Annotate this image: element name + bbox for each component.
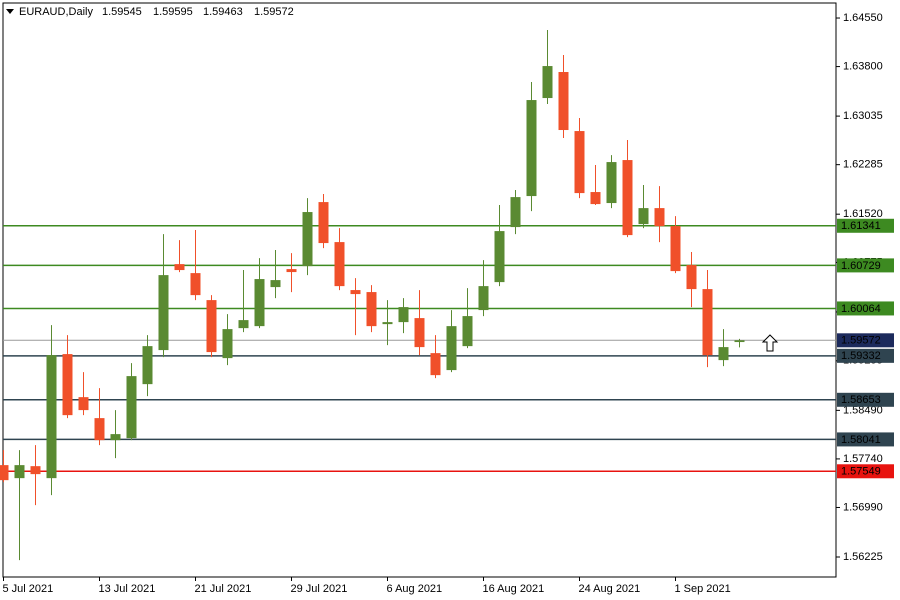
y-tick-label: 1.58490 <box>843 404 883 416</box>
x-tick-label: 16 Aug 2021 <box>483 583 545 595</box>
candle-body <box>702 289 713 356</box>
candle-body <box>14 465 25 479</box>
high-value: 1.59595 <box>153 6 193 18</box>
price-label-box <box>837 392 894 407</box>
candle-body <box>206 300 217 353</box>
candle-body <box>366 292 377 327</box>
y-tick-label: 1.56990 <box>843 501 883 513</box>
candle-body <box>126 376 137 439</box>
candle-body <box>30 466 41 475</box>
x-tick-label: 24 Aug 2021 <box>579 583 641 595</box>
candle-body <box>254 279 265 327</box>
level-labels: 1.61341 1.60729 1.60064 1.59332 1.58653 1.580… <box>837 218 894 479</box>
price-label-box <box>837 348 894 363</box>
candle-body <box>190 273 201 296</box>
price-label: 1.59332 <box>841 350 881 362</box>
candle-body <box>574 131 585 194</box>
candle-body <box>78 397 89 411</box>
candle-body <box>734 340 745 343</box>
candle-body <box>158 275 169 351</box>
x-tick-label: 1 Sep 2021 <box>675 583 731 595</box>
x-tick-label: 13 Jul 2021 <box>99 583 156 595</box>
price-label: 1.59572 <box>841 335 881 347</box>
candle-body <box>414 318 425 348</box>
y-tick-label: 1.61520 <box>843 208 883 220</box>
price-label: 1.58653 <box>841 394 881 406</box>
candle-body <box>142 346 153 385</box>
candle-body <box>398 307 409 323</box>
price-label-box <box>837 464 894 479</box>
candle-body <box>590 192 601 205</box>
candle-body <box>334 242 345 287</box>
candle-body <box>46 355 57 479</box>
y-tick-label: 1.57740 <box>843 453 883 465</box>
candle-body <box>542 66 553 99</box>
price-label-box <box>837 218 894 233</box>
candle-body <box>622 160 633 236</box>
candle-body <box>238 320 249 329</box>
candle-body <box>526 100 537 197</box>
candle-body <box>286 269 297 273</box>
y-tick-label: 1.62285 <box>843 159 883 171</box>
arrow-icon <box>761 334 779 352</box>
y-tick-label: 1.63035 <box>843 110 883 122</box>
x-tick-label: 6 Aug 2021 <box>387 583 443 595</box>
candle-body <box>558 72 569 131</box>
candle-body <box>302 212 313 267</box>
candle-body <box>670 226 681 272</box>
candle-body <box>510 197 521 228</box>
chart-title: EURAUD,Daily <box>19 6 93 18</box>
candle-body <box>270 280 281 288</box>
low-value: 1.59463 <box>203 6 243 18</box>
candle-body <box>718 347 729 361</box>
level-lines <box>3 225 836 473</box>
price-label: 1.60064 <box>841 303 881 315</box>
candle-body <box>638 208 649 225</box>
candle-body <box>62 354 73 416</box>
candle-body <box>382 322 393 325</box>
price-label-box <box>837 301 894 316</box>
open-value: 1.59545 <box>102 6 142 18</box>
price-label: 1.58041 <box>841 434 881 446</box>
candle-body <box>94 418 105 441</box>
candle-body <box>350 290 361 295</box>
candle-body <box>494 231 505 283</box>
x-tick-label: 21 Jul 2021 <box>195 583 252 595</box>
price-label: 1.57549 <box>841 466 881 478</box>
x-tick-label: 29 Jul 2021 <box>291 583 348 595</box>
candles <box>0 29 745 561</box>
candle-body <box>478 286 489 311</box>
close-value: 1.59572 <box>254 6 294 18</box>
candle-body <box>430 353 441 376</box>
x-tick-label: 5 Jul 2021 <box>3 583 54 595</box>
candle-body <box>654 208 665 227</box>
y-tick-label: 1.64550 <box>843 12 883 24</box>
price-label: 1.60729 <box>841 260 881 272</box>
candle-body <box>110 434 121 441</box>
candle-body <box>686 265 697 290</box>
price-label-box <box>837 333 894 348</box>
candle-body <box>174 264 185 271</box>
candle-body <box>462 316 473 347</box>
price-label-box <box>837 432 894 447</box>
candle-body <box>446 326 457 371</box>
y-tick-label: 1.56225 <box>843 551 883 563</box>
candle-body <box>0 465 9 481</box>
price-label-box <box>837 258 894 273</box>
y-tick-label: 1.63800 <box>843 60 883 72</box>
candle-body <box>318 202 329 244</box>
price-label: 1.61341 <box>841 220 881 232</box>
y-axis: 1.64550 1.63800 1.63035 1.62285 1.61520 1.607… <box>836 12 883 563</box>
candle-body <box>606 162 617 204</box>
plot-frame <box>2 2 837 578</box>
candle-body <box>222 329 233 359</box>
menu-triangle[interactable] <box>6 9 14 14</box>
